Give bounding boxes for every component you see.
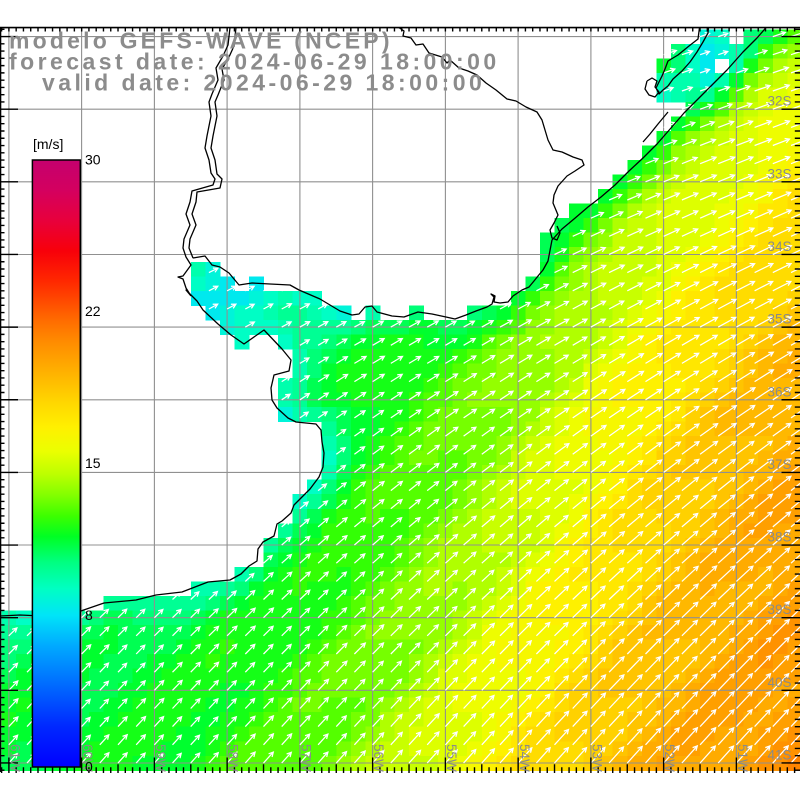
svg-text:60W: 60W [80,744,95,772]
svg-text:38S: 38S [767,530,791,545]
svg-text:valid date: 2024-06-29 18:00:0: valid date: 2024-06-29 18:00:00 [42,70,485,96]
svg-text:59W: 59W [153,744,168,772]
svg-text:37S: 37S [767,457,791,472]
svg-text:35S: 35S [767,312,791,327]
svg-text:30: 30 [85,152,101,168]
svg-text:53W: 53W [590,744,605,772]
svg-text:34S: 34S [767,239,791,254]
svg-text:22: 22 [85,303,101,319]
svg-text:51W: 51W [735,744,750,772]
svg-text:58W: 58W [226,744,241,772]
svg-text:[m/s]: [m/s] [33,136,63,152]
svg-text:33S: 33S [767,166,791,181]
svg-text:56W: 56W [371,744,386,772]
svg-text:61W: 61W [8,744,23,772]
svg-text:0: 0 [85,759,93,775]
svg-text:40S: 40S [767,675,791,690]
svg-text:57W: 57W [299,744,314,772]
svg-text:55W: 55W [444,744,459,772]
svg-text:41S: 41S [767,748,791,763]
svg-text:52W: 52W [662,744,677,772]
svg-text:8: 8 [85,607,93,623]
svg-text:36S: 36S [767,384,791,399]
svg-text:15: 15 [85,455,101,471]
svg-text:modelo GEFS-WAVE (NCEP): modelo GEFS-WAVE (NCEP) [9,28,393,54]
svg-text:32S: 32S [767,94,791,109]
svg-text:54W: 54W [517,744,532,772]
svg-text:39S: 39S [767,602,791,617]
svg-text:forecast date: 2024-06-29 18:0: forecast date: 2024-06-29 18:00:00 [9,49,500,75]
